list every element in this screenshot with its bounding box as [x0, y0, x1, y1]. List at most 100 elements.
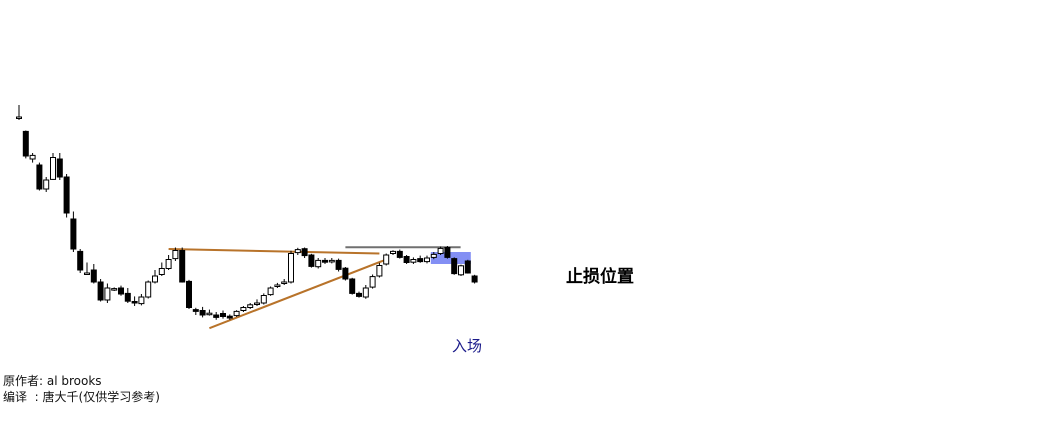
- candle-62: [430, 252, 437, 260]
- bull-candle-body: [84, 272, 90, 275]
- bull-candle-body: [458, 265, 464, 276]
- candle-30: [213, 312, 220, 320]
- bear-candle-body: [179, 250, 186, 283]
- bear-candle-body: [335, 259, 342, 270]
- candle-18: [131, 296, 138, 306]
- bull-candle-body: [294, 249, 301, 254]
- annotation-lines: [168, 246, 471, 330]
- bear-candle-body: [56, 158, 63, 178]
- candle-5: [43, 177, 50, 192]
- candle-27: [192, 307, 199, 315]
- bull-candle-body: [267, 287, 274, 296]
- candles: [16, 105, 478, 320]
- candle-56: [390, 250, 396, 255]
- bear-candle-body: [36, 164, 43, 190]
- translator-row: 编译 : 唐大千(仅供学习参考): [3, 389, 160, 405]
- bear-candle-body: [220, 313, 226, 317]
- bear-candle-body: [90, 269, 97, 283]
- candle-12: [90, 264, 97, 284]
- candle-53: [369, 274, 376, 289]
- trendline-1: [168, 248, 380, 255]
- candle-50: [349, 277, 356, 295]
- bull-candle-body: [247, 304, 254, 308]
- bear-candle-body: [342, 267, 349, 280]
- candle-31: [220, 310, 226, 319]
- bear-candle-body: [403, 256, 410, 263]
- candle-60: [417, 255, 424, 263]
- bull-candle-body: [172, 250, 179, 260]
- bear-candle-body: [308, 254, 315, 267]
- bull-candle-body: [254, 302, 260, 305]
- bear-candle-body: [124, 292, 131, 302]
- bear-candle-body: [356, 292, 362, 297]
- candle-67: [464, 259, 471, 274]
- candle-1: [16, 105, 22, 120]
- bull-candle-body: [240, 307, 247, 311]
- candle-16: [118, 285, 124, 296]
- candle-23: [165, 255, 172, 270]
- bear-candle-body: [22, 130, 29, 157]
- candle-32: [226, 314, 233, 320]
- bear-candle-body: [226, 315, 233, 319]
- candle-7: [56, 153, 63, 180]
- bear-candle-body: [349, 278, 356, 294]
- candle-17: [124, 288, 131, 303]
- bear-candle-body: [444, 247, 451, 258]
- bull-candle-body: [274, 284, 281, 287]
- candle-22: [158, 262, 165, 276]
- candle-15: [111, 287, 118, 291]
- bull-candle-body: [383, 254, 390, 265]
- candle-52: [362, 285, 369, 299]
- bear-candle-body: [97, 281, 104, 301]
- candle-44: [308, 253, 315, 268]
- translator-name: 唐大千(仅供学习参考): [42, 390, 160, 404]
- candle-28: [199, 306, 206, 318]
- candle-47: [328, 258, 335, 264]
- bear-candle-body: [70, 218, 77, 250]
- candle-10: [77, 249, 84, 273]
- bull-candle-body: [29, 154, 36, 160]
- bull-candle-body: [16, 116, 22, 119]
- candle-36: [254, 299, 260, 306]
- bull-candle-body: [437, 247, 444, 254]
- bear-candle-body: [118, 287, 124, 295]
- trendline-2: [209, 258, 387, 330]
- candle-8: [63, 174, 70, 218]
- candle-37: [260, 293, 267, 305]
- candle-25: [179, 247, 186, 283]
- author-label: 原作者:: [3, 374, 44, 388]
- candle-57: [396, 249, 403, 259]
- author-row: 原作者: al brooks: [3, 373, 160, 389]
- bear-candle-body: [464, 260, 471, 274]
- candle-4: [36, 162, 43, 191]
- bull-candle-body: [376, 265, 383, 277]
- candle-13: [97, 279, 104, 302]
- candle-3: [29, 153, 36, 163]
- bull-candle-body: [288, 253, 294, 283]
- candle-61: [424, 255, 430, 264]
- bear-candle-body: [322, 259, 328, 263]
- bull-candle-body: [158, 268, 165, 275]
- bear-candle-body: [451, 258, 458, 275]
- bear-candle-body: [471, 275, 478, 283]
- candle-6: [50, 153, 56, 180]
- bull-candle-body: [50, 157, 56, 180]
- bull-candle-body: [430, 253, 437, 258]
- candle-46: [322, 258, 328, 264]
- bull-candle-body: [315, 259, 322, 268]
- candle-26: [186, 279, 192, 309]
- bull-candle-body: [410, 259, 417, 263]
- candle-51: [356, 291, 362, 298]
- candle-65: [451, 257, 458, 275]
- bull-candle-body: [43, 179, 50, 190]
- candle-39: [274, 282, 281, 288]
- candle-11: [84, 262, 90, 275]
- candle-63: [437, 246, 444, 255]
- candle-14: [104, 283, 111, 303]
- candle-64: [444, 246, 451, 259]
- bear-candle-body: [63, 176, 70, 214]
- candle-42: [294, 247, 301, 255]
- candle-24: [172, 247, 179, 261]
- candle-21: [152, 270, 158, 284]
